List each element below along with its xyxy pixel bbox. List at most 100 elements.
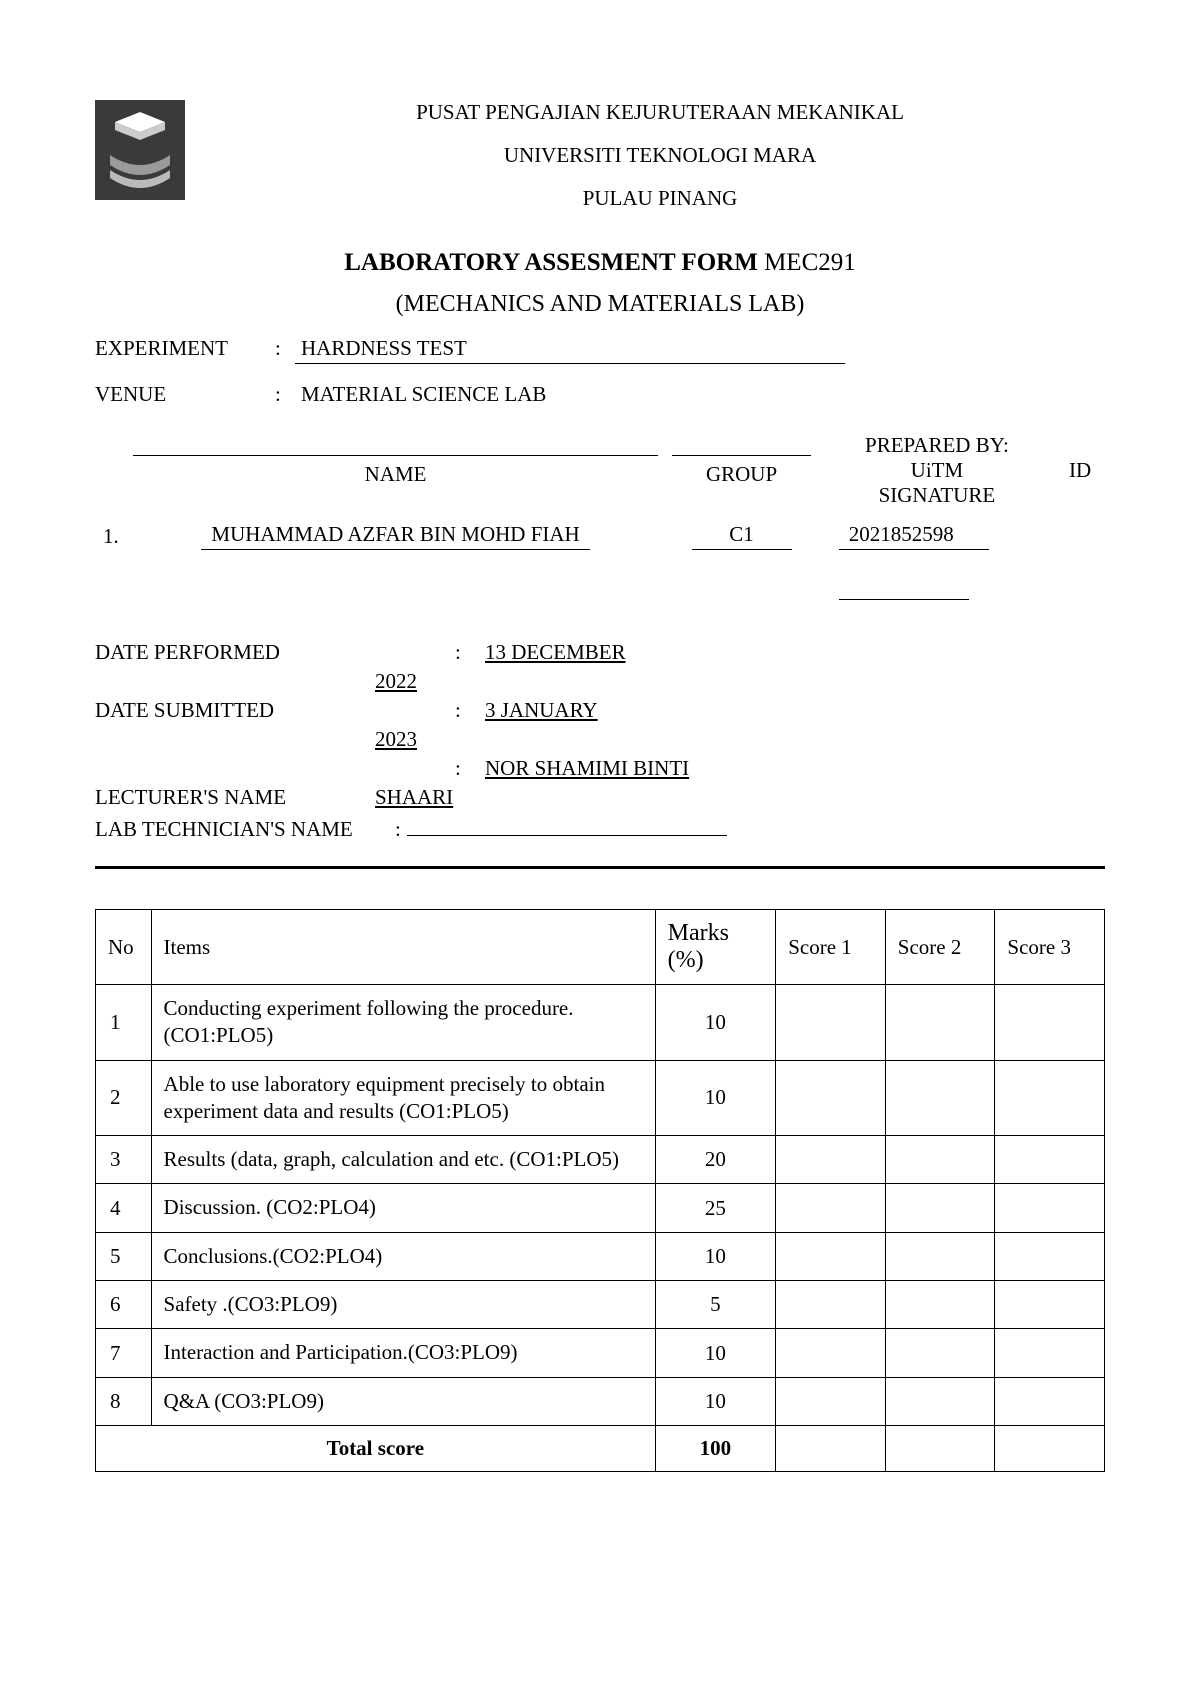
date-performed-value: 13 DECEMBER	[485, 640, 626, 665]
assessment-header-row: No Items Marks (%) Score 1 Score 2 Score…	[96, 910, 1105, 985]
student-group-cell: C1	[666, 514, 816, 552]
row-score2	[885, 1281, 995, 1329]
colon: :	[395, 817, 401, 842]
row-marks: 10	[655, 985, 776, 1061]
row-score3	[995, 1232, 1105, 1280]
uitm-logo-icon	[95, 100, 185, 200]
row-item: Q&A (CO3:PLO9)	[151, 1377, 655, 1425]
assessment-row: 2Able to use laboratory equipment precis…	[96, 1060, 1105, 1136]
name-header: NAME	[127, 429, 665, 512]
row-number: 1.	[97, 514, 125, 552]
section-divider	[95, 866, 1105, 869]
date-submitted-row: DATE SUBMITTED : 3 JANUARY	[95, 698, 1105, 723]
row-score3	[995, 1184, 1105, 1232]
row-score2	[885, 1329, 995, 1377]
blank-header	[97, 429, 125, 512]
title-bold: LABORATORY ASSESMENT FORM	[344, 249, 758, 276]
row-score3	[995, 1136, 1105, 1184]
row-no: 1	[96, 985, 152, 1061]
row-no: 8	[96, 1377, 152, 1425]
row-score1	[776, 1060, 886, 1136]
dates-section: DATE PERFORMED : 13 DECEMBER 2022 DATE S…	[95, 640, 1105, 842]
submitted-year: 2023	[375, 727, 1105, 752]
total-row: Total score 100	[96, 1425, 1105, 1471]
experiment-label: EXPERIMENT	[95, 336, 275, 361]
row-marks: 5	[655, 1281, 776, 1329]
marks-header: Marks (%)	[655, 910, 776, 985]
row-score1	[776, 1232, 886, 1280]
colon: :	[455, 756, 475, 781]
university-name: UNIVERSITI TEKNOLOGI MARA	[215, 143, 1105, 168]
row-marks: 10	[655, 1060, 776, 1136]
lecturer-label: LECTURER'S NAME	[95, 785, 375, 810]
venue-value: MATERIAL SCIENCE LAB	[295, 382, 745, 409]
date-submitted-value: 3 JANUARY	[485, 698, 598, 723]
row-marks: 25	[655, 1184, 776, 1232]
row-item: Safety .(CO3:PLO9)	[151, 1281, 655, 1329]
total-score2	[885, 1425, 995, 1471]
technician-label: LAB TECHNICIAN'S NAME	[95, 817, 395, 842]
id-col-header: ID	[1057, 429, 1103, 512]
row-no: 2	[96, 1060, 152, 1136]
performed-year: 2022	[375, 669, 1105, 694]
table-header-row: NAME GROUP PREPARED BY: UiTM SIGNATURE I…	[97, 429, 1103, 512]
colon: :	[275, 336, 295, 361]
row-score3	[995, 1281, 1105, 1329]
row-score1	[776, 1377, 886, 1425]
assessment-row: 4Discussion. (CO2:PLO4)25	[96, 1184, 1105, 1232]
campus-name: PULAU PINANG	[215, 186, 1105, 211]
row-marks: 10	[655, 1329, 776, 1377]
row-no: 4	[96, 1184, 152, 1232]
id-col-cell	[1057, 514, 1103, 552]
uitm-id-header: PREPARED BY: UiTM SIGNATURE	[819, 429, 1055, 512]
technician-blank	[407, 814, 727, 836]
form-title: LABORATORY ASSESMENT FORM MEC291	[95, 249, 1105, 277]
assessment-row: 5Conclusions.(CO2:PLO4)10	[96, 1232, 1105, 1280]
total-label: Total score	[96, 1425, 656, 1471]
row-no: 3	[96, 1136, 152, 1184]
row-score3	[995, 1329, 1105, 1377]
colon: :	[455, 640, 475, 665]
venue-label: VENUE	[95, 382, 275, 407]
row-marks: 10	[655, 1232, 776, 1280]
date-performed-label: DATE PERFORMED	[95, 640, 375, 665]
assessment-row: 1Conducting experiment following the pro…	[96, 985, 1105, 1061]
row-score3	[995, 1377, 1105, 1425]
student-row: 1. MUHAMMAD AZFAR BIN MOHD FIAH C1 20218…	[97, 514, 1103, 552]
row-item: Results (data, graph, calculation and et…	[151, 1136, 655, 1184]
header-text-block: PUSAT PENGAJIAN KEJURUTERAAN MEKANIKAL U…	[215, 100, 1105, 229]
row-score3	[995, 985, 1105, 1061]
student-name-cell: MUHAMMAD AZFAR BIN MOHD FIAH	[127, 514, 665, 552]
school-name: PUSAT PENGAJIAN KEJURUTERAAN MEKANIKAL	[215, 100, 1105, 125]
assessment-table: No Items Marks (%) Score 1 Score 2 Score…	[95, 909, 1105, 1472]
row-score2	[885, 1232, 995, 1280]
lecturer-surname: SHAARI	[375, 785, 453, 810]
venue-row: VENUE : MATERIAL SCIENCE LAB	[95, 382, 1105, 409]
row-item: Interaction and Participation.(CO3:PLO9)	[151, 1329, 655, 1377]
row-item: Discussion. (CO2:PLO4)	[151, 1184, 655, 1232]
row-score2	[885, 985, 995, 1061]
colon: :	[455, 698, 475, 723]
row-no: 5	[96, 1232, 152, 1280]
assessment-row: 6Safety .(CO3:PLO9)5	[96, 1281, 1105, 1329]
group-header: GROUP	[666, 429, 816, 512]
lecturer-row: : NOR SHAMIMI BINTI	[95, 756, 1105, 781]
prepared-by-section: NAME GROUP PREPARED BY: UiTM SIGNATURE I…	[95, 427, 1105, 610]
document-header: PUSAT PENGAJIAN KEJURUTERAAN MEKANIKAL U…	[95, 100, 1105, 229]
uitm-logo	[95, 100, 185, 200]
technician-row: LAB TECHNICIAN'S NAME :	[95, 814, 1105, 842]
row-item: Conclusions.(CO2:PLO4)	[151, 1232, 655, 1280]
form-subtitle: (MECHANICS AND MATERIALS LAB)	[95, 291, 1105, 318]
row-no: 7	[96, 1329, 152, 1377]
score1-header: Score 1	[776, 910, 886, 985]
lecturer-name-row: LECTURER'S NAME SHAARI	[95, 785, 1105, 810]
assessment-row: 3Results (data, graph, calculation and e…	[96, 1136, 1105, 1184]
course-code: MEC291	[758, 249, 856, 276]
row-marks: 10	[655, 1377, 776, 1425]
row-score2	[885, 1184, 995, 1232]
row-score1	[776, 985, 886, 1061]
colon: :	[275, 382, 295, 407]
lecturer-value: NOR SHAMIMI BINTI	[485, 756, 689, 781]
row-score3	[995, 1060, 1105, 1136]
row-score2	[885, 1136, 995, 1184]
